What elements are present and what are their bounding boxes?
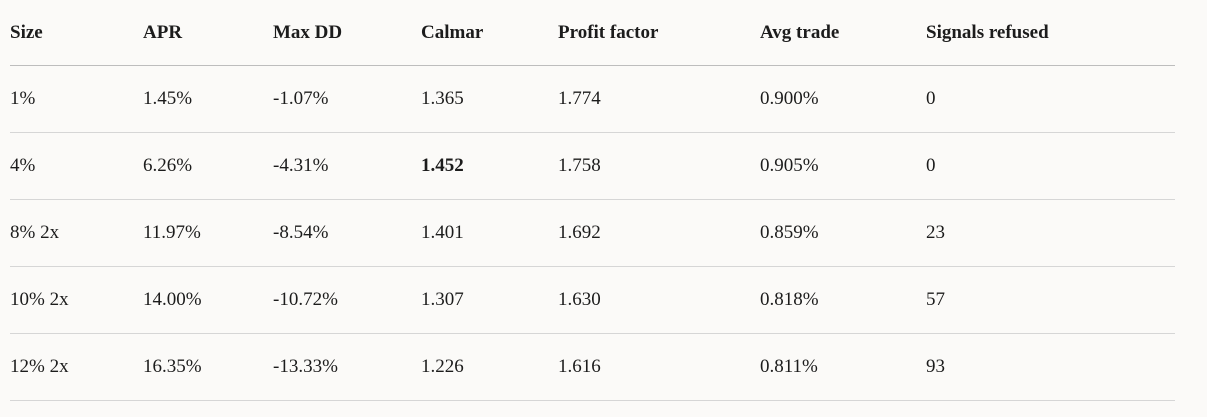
table-cell: 0.900% [760, 65, 926, 133]
table-cell: -4.31% [273, 132, 421, 200]
table-cell: 1.452 [421, 132, 558, 200]
column-header: Profit factor [558, 0, 760, 66]
table-cell: 14.00% [143, 266, 273, 334]
table-cell: 1.45% [143, 65, 273, 133]
column-header: APR [143, 0, 273, 66]
table-row: 4% 6.26% -4.31% 1.452 1.758 0.905% 0 [10, 132, 1175, 200]
table-cell: 0.905% [760, 132, 926, 200]
table-cell: 6.26% [143, 132, 273, 200]
table-cell: 0 [926, 65, 1175, 133]
column-header: Signals refused [926, 0, 1175, 66]
table-cell: 11.97% [143, 199, 273, 267]
table-cell: 93 [926, 333, 1175, 401]
table-cell: 0.859% [760, 199, 926, 267]
table-cell: -13.33% [273, 333, 421, 401]
table-cell: -8.54% [273, 199, 421, 267]
table-cell: 1.630 [558, 266, 760, 334]
table-cell: 16.35% [143, 333, 273, 401]
table-cell: 0.818% [760, 266, 926, 334]
table-body: 1% 1.45% -1.07% 1.365 1.774 0.900% 0 4% 6.26% -4.… [10, 65, 1175, 401]
table-cell: 1.758 [558, 132, 760, 200]
table-row: 1% 1.45% -1.07% 1.365 1.774 0.900% 0 [10, 65, 1175, 133]
table-cell: -1.07% [273, 65, 421, 133]
header-row: Size APR Max DD Calmar Profit factor Avg trad… [10, 0, 1175, 66]
table-cell: -10.72% [273, 266, 421, 334]
table-header: Size APR Max DD Calmar Profit factor Avg trad… [10, 0, 1175, 66]
table-cell: 0 [926, 132, 1175, 200]
table-cell: 0.811% [760, 333, 926, 401]
table-cell: 4% [10, 132, 143, 200]
table-cell: 1.692 [558, 199, 760, 267]
column-header: Size [10, 0, 143, 66]
table-cell: 23 [926, 199, 1175, 267]
table-cell: 12% 2x [10, 333, 143, 401]
table-row: 10% 2x 14.00% -10.72% 1.307 1.630 0.818% 57 [10, 266, 1175, 334]
column-header: Avg trade [760, 0, 926, 66]
table-cell: 8% 2x [10, 199, 143, 267]
table-cell: 1.774 [558, 65, 760, 133]
results-table: Size APR Max DD Calmar Profit factor Avg trad… [10, 0, 1175, 401]
table-cell: 10% 2x [10, 266, 143, 334]
table-cell: 1.616 [558, 333, 760, 401]
column-header: Calmar [421, 0, 558, 66]
table-row: 8% 2x 11.97% -8.54% 1.401 1.692 0.859% 23 [10, 199, 1175, 267]
table-row: 12% 2x 16.35% -13.33% 1.226 1.616 0.811% 93 [10, 333, 1175, 401]
column-header: Max DD [273, 0, 421, 66]
table-cell: 1.401 [421, 199, 558, 267]
table-cell: 1.365 [421, 65, 558, 133]
table-cell: 57 [926, 266, 1175, 334]
table-cell: 1.307 [421, 266, 558, 334]
table-cell: 1.226 [421, 333, 558, 401]
table-cell: 1% [10, 65, 143, 133]
